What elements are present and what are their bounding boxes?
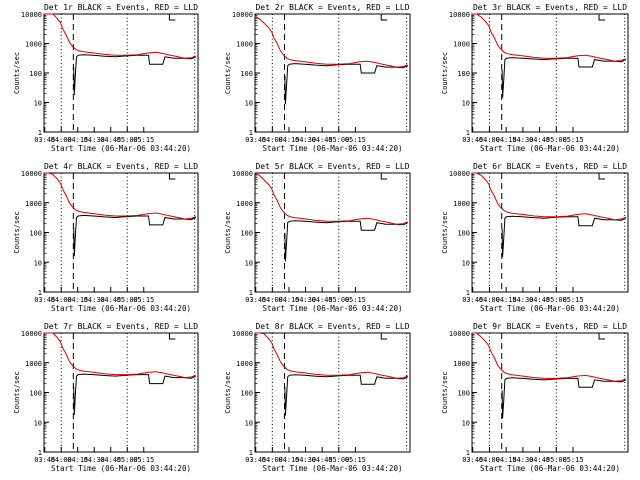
x-tick-label: 05:15: [562, 456, 583, 464]
y-tick-label: 10: [462, 419, 470, 427]
series-line-lld: [472, 333, 626, 381]
x-axis-label: Start Time (06-Mar-06 03:44:20): [480, 464, 620, 473]
plot-frame: [472, 333, 628, 452]
y-tick-label: 10000: [449, 330, 470, 338]
y-tick-label: 100: [457, 390, 470, 398]
y-tick-label: 1000: [453, 360, 470, 368]
series-line-events: [502, 378, 626, 419]
range-bracket: [599, 333, 605, 339]
y-axis-label: Counts/sec: [441, 371, 449, 413]
chart-title: Det 9r BLACK = Events, RED = LLD: [473, 322, 627, 331]
